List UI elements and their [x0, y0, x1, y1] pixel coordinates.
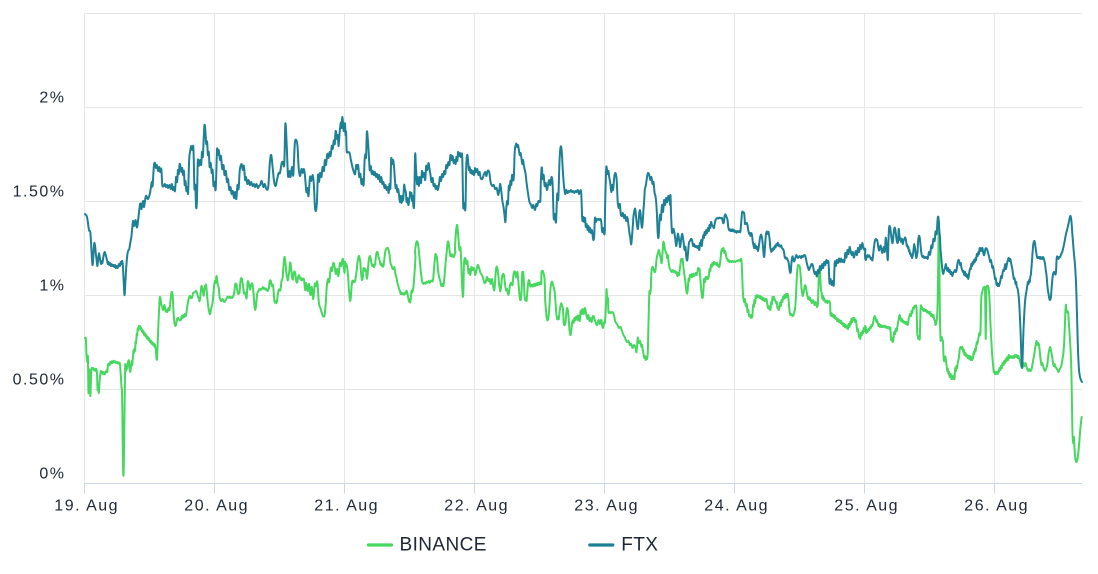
svg-text:FTX: FTX: [621, 535, 658, 556]
svg-text:2%: 2%: [39, 90, 65, 107]
svg-text:23. Aug: 23. Aug: [574, 498, 639, 515]
svg-text:19. Aug: 19. Aug: [54, 498, 119, 515]
svg-text:24. Aug: 24. Aug: [704, 498, 769, 515]
svg-text:25. Aug: 25. Aug: [834, 498, 899, 515]
svg-text:22. Aug: 22. Aug: [444, 498, 509, 515]
svg-text:20. Aug: 20. Aug: [184, 498, 249, 515]
svg-text:26. Aug: 26. Aug: [964, 498, 1029, 515]
svg-text:1%: 1%: [39, 278, 65, 295]
svg-text:21. Aug: 21. Aug: [314, 498, 379, 515]
svg-text:1.50%: 1.50%: [13, 184, 66, 201]
svg-text:0.50%: 0.50%: [13, 372, 66, 389]
svg-text:BINANCE: BINANCE: [400, 535, 487, 556]
svg-text:0%: 0%: [39, 466, 65, 483]
